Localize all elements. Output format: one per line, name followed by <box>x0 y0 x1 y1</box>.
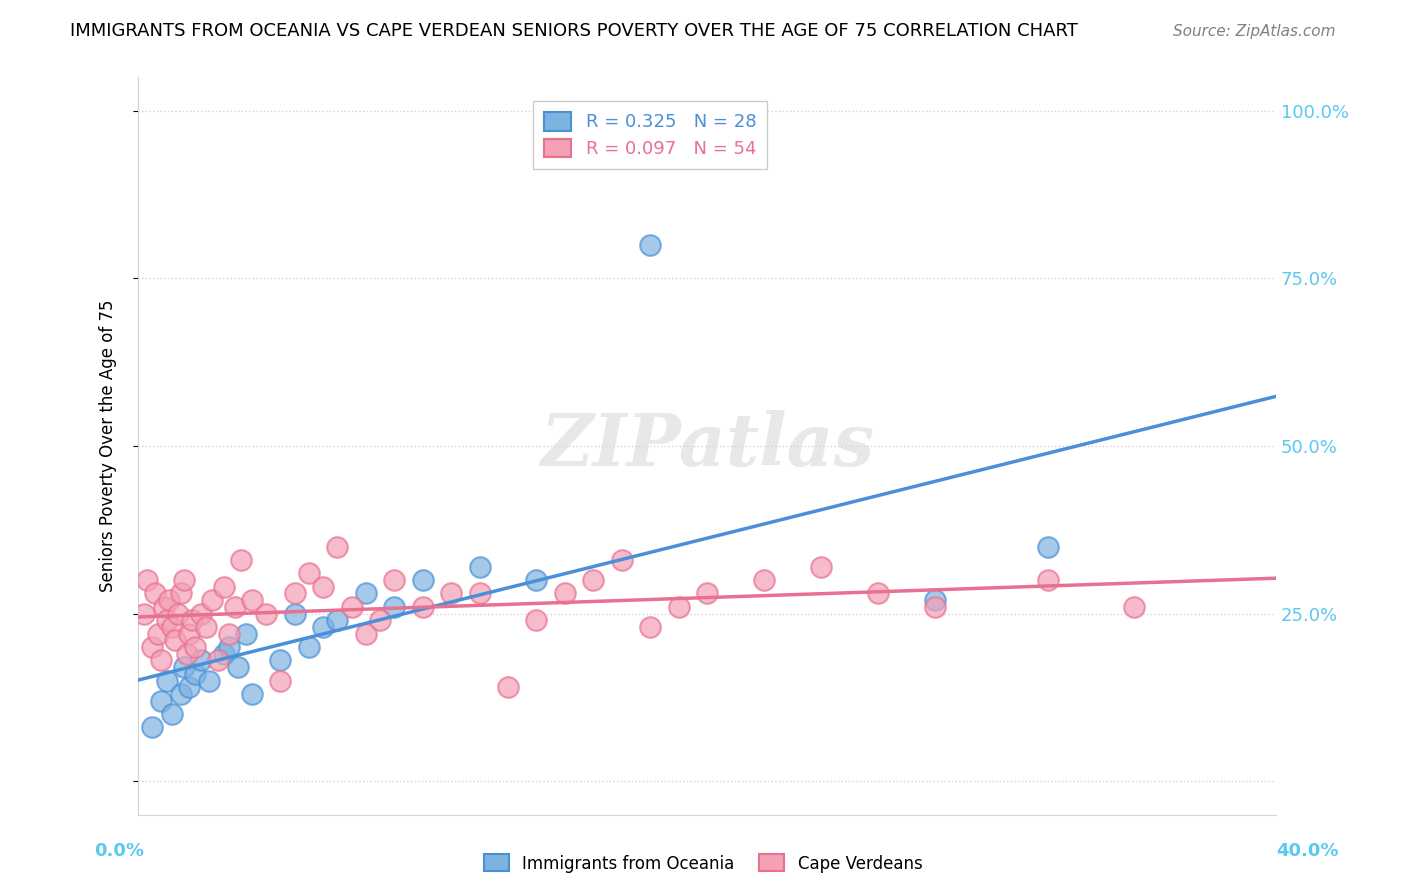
Text: 40.0%: 40.0% <box>1277 842 1339 860</box>
Point <box>198 673 221 688</box>
Point <box>368 613 391 627</box>
Point <box>229 553 252 567</box>
Point <box>190 607 212 621</box>
Point <box>135 573 157 587</box>
Point <box>179 626 201 640</box>
Point <box>298 566 321 581</box>
Point <box>149 693 172 707</box>
Point <box>184 666 207 681</box>
Point <box>284 586 307 600</box>
Point <box>143 586 166 600</box>
Point <box>207 653 229 667</box>
Point <box>176 647 198 661</box>
Point <box>468 586 491 600</box>
Point <box>201 593 224 607</box>
Point <box>554 586 576 600</box>
Point <box>1122 599 1144 614</box>
Point <box>190 653 212 667</box>
Point <box>382 599 405 614</box>
Point <box>167 607 190 621</box>
Point <box>284 607 307 621</box>
Point <box>152 599 174 614</box>
Point <box>181 613 204 627</box>
Legend: Immigrants from Oceania, Cape Verdeans: Immigrants from Oceania, Cape Verdeans <box>477 847 929 880</box>
Text: ZIPatlas: ZIPatlas <box>540 410 875 482</box>
Point <box>582 573 605 587</box>
Point <box>496 680 519 694</box>
Point <box>170 586 193 600</box>
Point <box>240 687 263 701</box>
Point <box>132 607 155 621</box>
Point <box>696 586 718 600</box>
Point <box>312 620 335 634</box>
Point <box>526 573 548 587</box>
Point <box>195 620 218 634</box>
Point <box>810 559 832 574</box>
Point <box>638 238 661 252</box>
Point <box>156 613 179 627</box>
Point <box>141 640 163 654</box>
Point <box>179 680 201 694</box>
Point <box>173 660 195 674</box>
Point <box>354 586 377 600</box>
Point <box>924 599 946 614</box>
Point <box>440 586 463 600</box>
Point <box>165 633 187 648</box>
Point <box>170 687 193 701</box>
Point <box>173 573 195 587</box>
Point <box>235 626 257 640</box>
Point <box>610 553 633 567</box>
Point <box>326 540 349 554</box>
Point <box>226 660 249 674</box>
Point <box>224 599 246 614</box>
Point <box>312 580 335 594</box>
Point <box>752 573 775 587</box>
Point <box>162 620 184 634</box>
Point <box>184 640 207 654</box>
Point <box>218 626 240 640</box>
Text: 0.0%: 0.0% <box>94 842 145 860</box>
Point <box>269 673 291 688</box>
Point <box>254 607 277 621</box>
Legend: R = 0.325   N = 28, R = 0.097   N = 54: R = 0.325 N = 28, R = 0.097 N = 54 <box>533 101 768 169</box>
Point <box>668 599 690 614</box>
Point <box>468 559 491 574</box>
Point <box>146 626 169 640</box>
Text: Source: ZipAtlas.com: Source: ZipAtlas.com <box>1173 24 1336 38</box>
Point <box>412 599 434 614</box>
Text: IMMIGRANTS FROM OCEANIA VS CAPE VERDEAN SENIORS POVERTY OVER THE AGE OF 75 CORRE: IMMIGRANTS FROM OCEANIA VS CAPE VERDEAN … <box>70 21 1078 39</box>
Point <box>156 673 179 688</box>
Point <box>1038 573 1060 587</box>
Point <box>354 626 377 640</box>
Point <box>412 573 434 587</box>
Point <box>218 640 240 654</box>
Point <box>212 647 235 661</box>
Point <box>382 573 405 587</box>
Point <box>924 593 946 607</box>
Point <box>638 620 661 634</box>
Point <box>298 640 321 654</box>
Point <box>326 613 349 627</box>
Point <box>269 653 291 667</box>
Point <box>526 613 548 627</box>
Y-axis label: Seniors Poverty Over the Age of 75: Seniors Poverty Over the Age of 75 <box>100 300 117 592</box>
Point <box>149 653 172 667</box>
Point <box>212 580 235 594</box>
Point <box>340 599 363 614</box>
Point <box>159 593 181 607</box>
Point <box>141 721 163 735</box>
Point <box>162 706 184 721</box>
Point <box>866 586 889 600</box>
Point <box>1038 540 1060 554</box>
Point <box>240 593 263 607</box>
